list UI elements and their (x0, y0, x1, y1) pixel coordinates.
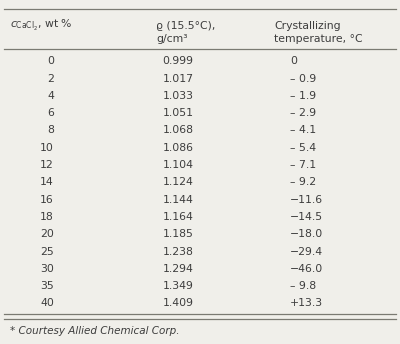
Text: 1.164: 1.164 (162, 212, 194, 222)
Text: 1.104: 1.104 (162, 160, 194, 170)
Text: 1.185: 1.185 (162, 229, 194, 239)
Text: −29.4: −29.4 (290, 247, 323, 257)
Text: – 9.2: – 9.2 (290, 177, 316, 187)
Text: – 2.9: – 2.9 (290, 108, 316, 118)
Text: 0: 0 (47, 56, 54, 66)
Text: – 0.9: – 0.9 (290, 74, 316, 84)
Text: 1.124: 1.124 (162, 177, 194, 187)
Text: * Courtesy Allied Chemical Corp.: * Courtesy Allied Chemical Corp. (10, 326, 180, 336)
Text: 40: 40 (40, 298, 54, 309)
Text: −18.0: −18.0 (290, 229, 323, 239)
Text: 8: 8 (47, 126, 54, 136)
Text: g/cm³: g/cm³ (156, 33, 188, 44)
Text: – 7.1: – 7.1 (290, 160, 316, 170)
Text: – 4.1: – 4.1 (290, 126, 316, 136)
Text: Crystallizing: Crystallizing (274, 21, 341, 31)
Text: 1.144: 1.144 (162, 195, 194, 205)
Text: −46.0: −46.0 (290, 264, 323, 274)
Text: 1.238: 1.238 (162, 247, 194, 257)
Text: 1.294: 1.294 (162, 264, 194, 274)
Text: 14: 14 (40, 177, 54, 187)
Text: temperature, °C: temperature, °C (274, 33, 363, 44)
Text: 0.999: 0.999 (162, 56, 194, 66)
Text: 35: 35 (40, 281, 54, 291)
Text: 1.068: 1.068 (162, 126, 194, 136)
Text: 2: 2 (47, 74, 54, 84)
Text: 25: 25 (40, 247, 54, 257)
Text: – 1.9: – 1.9 (290, 91, 316, 101)
Text: 1.017: 1.017 (162, 74, 194, 84)
Text: 16: 16 (40, 195, 54, 205)
Text: 1.349: 1.349 (162, 281, 194, 291)
Text: 10: 10 (40, 143, 54, 153)
Text: 30: 30 (40, 264, 54, 274)
Text: 0: 0 (290, 56, 297, 66)
Text: 1.086: 1.086 (162, 143, 194, 153)
Text: 1.033: 1.033 (162, 91, 194, 101)
Text: – 5.4: – 5.4 (290, 143, 316, 153)
Text: 12: 12 (40, 160, 54, 170)
Text: – 9.8: – 9.8 (290, 281, 316, 291)
Text: 4: 4 (47, 91, 54, 101)
Text: ϱ (15.5°C),: ϱ (15.5°C), (156, 21, 215, 31)
Text: +13.3: +13.3 (290, 298, 323, 309)
Text: $c_{\mathrm{CaCl_2}}$, wt %: $c_{\mathrm{CaCl_2}}$, wt % (10, 18, 73, 33)
Text: 1.409: 1.409 (162, 298, 194, 309)
Text: 6: 6 (47, 108, 54, 118)
Text: −14.5: −14.5 (290, 212, 323, 222)
Text: 18: 18 (40, 212, 54, 222)
Text: 20: 20 (40, 229, 54, 239)
Text: −11.6: −11.6 (290, 195, 323, 205)
Text: 1.051: 1.051 (162, 108, 194, 118)
